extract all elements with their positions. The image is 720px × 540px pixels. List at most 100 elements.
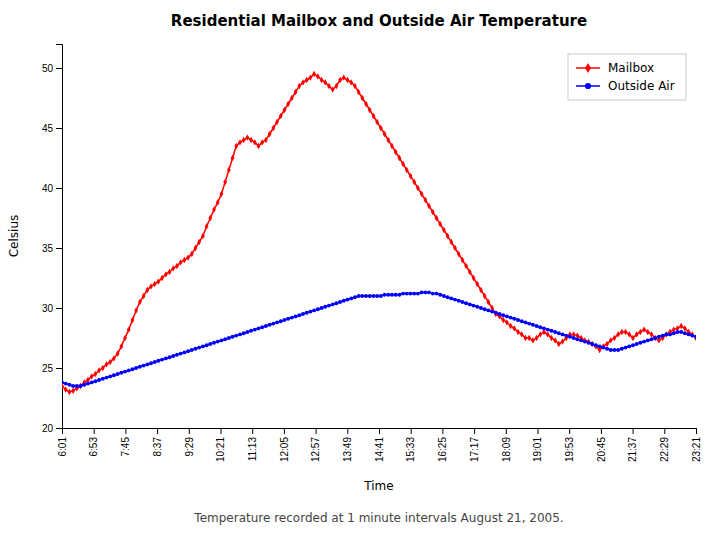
- series-marker: [145, 287, 149, 293]
- series-marker: [446, 295, 450, 299]
- series-marker: [420, 290, 424, 294]
- series-marker: [546, 328, 550, 332]
- series-marker: [286, 101, 290, 107]
- y-tick: 45: [42, 123, 62, 134]
- series-marker: [561, 332, 565, 336]
- series-marker: [238, 139, 242, 145]
- series-marker: [338, 300, 342, 304]
- series-marker: [620, 329, 624, 335]
- series-marker: [598, 344, 602, 348]
- series-marker: [134, 307, 138, 313]
- series-marker: [271, 322, 275, 326]
- series-marker: [446, 233, 450, 239]
- y-tick: 25: [42, 363, 62, 374]
- series-marker: [442, 227, 446, 233]
- series-marker: [379, 125, 383, 131]
- series-marker: [468, 302, 472, 306]
- series-marker: [646, 329, 650, 335]
- series-marker: [316, 307, 320, 311]
- series-marker: [349, 296, 353, 300]
- series-marker: [587, 341, 591, 345]
- series-marker: [205, 223, 209, 229]
- series-marker: [149, 361, 153, 365]
- series-marker: [249, 137, 253, 143]
- series-marker: [583, 337, 587, 343]
- series-marker: [401, 161, 405, 167]
- series-marker: [379, 294, 383, 298]
- y-tick-label: 45: [42, 123, 54, 134]
- x-tick-mark: [94, 428, 95, 434]
- y-axis-line: [56, 45, 63, 429]
- x-tick-mark: [664, 428, 665, 434]
- series-marker: [164, 271, 168, 277]
- series-marker: [453, 245, 457, 251]
- series-marker: [520, 319, 524, 323]
- series-marker: [190, 251, 194, 257]
- series-marker: [616, 348, 620, 352]
- x-tick: 12:57: [310, 428, 321, 462]
- series-marker: [175, 263, 179, 269]
- series-marker: [90, 380, 94, 384]
- series-marker: [82, 383, 86, 387]
- series-marker: [216, 199, 220, 205]
- series-marker: [594, 343, 598, 349]
- series-marker: [208, 342, 212, 346]
- x-tick-label: 21:37: [627, 437, 638, 462]
- series-marker: [550, 335, 554, 341]
- y-tick-label: 30: [42, 303, 54, 314]
- series-marker: [297, 313, 301, 317]
- series-marker: [123, 370, 127, 374]
- series-marker: [479, 287, 483, 293]
- series-marker: [535, 335, 539, 341]
- series-marker: [119, 343, 123, 349]
- series-marker: [142, 293, 146, 299]
- series-marker: [349, 79, 353, 85]
- series-marker: [197, 239, 201, 245]
- series-marker: [290, 316, 294, 320]
- series-marker: [168, 269, 172, 275]
- series-marker: [383, 293, 387, 297]
- series-marker: [112, 355, 116, 361]
- x-tick-label: 18:09: [501, 437, 512, 462]
- series-marker: [653, 336, 657, 340]
- x-tick: 7:45: [120, 428, 131, 456]
- series-marker: [435, 292, 439, 296]
- series-marker: [90, 373, 94, 379]
- y-axis-title: Celsius: [7, 215, 21, 258]
- series-marker: [253, 139, 257, 145]
- series-marker: [275, 119, 279, 125]
- y-tick-label: 25: [42, 363, 54, 374]
- series-marker: [168, 355, 172, 359]
- series-marker: [457, 251, 461, 257]
- x-tick-label: 6:01: [57, 437, 68, 457]
- series-marker: [590, 342, 594, 346]
- series-marker: [509, 323, 513, 329]
- series-marker: [212, 341, 216, 345]
- series-marker: [357, 294, 361, 298]
- chart-subtitle: Temperature recorded at 1 minute interva…: [193, 511, 563, 525]
- series-marker: [594, 343, 598, 347]
- series-marker: [231, 335, 235, 339]
- series-marker: [397, 293, 401, 297]
- series-marker: [257, 326, 261, 330]
- series-marker: [260, 325, 264, 329]
- series-marker: [509, 316, 513, 320]
- series-marker: [549, 329, 553, 333]
- series-marker: [331, 302, 335, 306]
- series-marker: [127, 326, 131, 332]
- series-marker: [208, 215, 212, 221]
- series-marker: [587, 338, 591, 344]
- series-marker: [153, 360, 157, 364]
- series-marker: [201, 233, 205, 239]
- series-marker: [301, 312, 305, 316]
- series-marker: [579, 338, 583, 342]
- series-marker: [542, 326, 546, 330]
- series-marker: [472, 275, 476, 281]
- series-marker: [405, 292, 409, 296]
- x-tick: 20:45: [596, 428, 607, 462]
- series-marker: [464, 301, 468, 305]
- series-marker: [164, 356, 168, 360]
- x-tick: 15:33: [405, 428, 416, 462]
- series-marker: [449, 296, 453, 300]
- series-marker: [505, 319, 509, 325]
